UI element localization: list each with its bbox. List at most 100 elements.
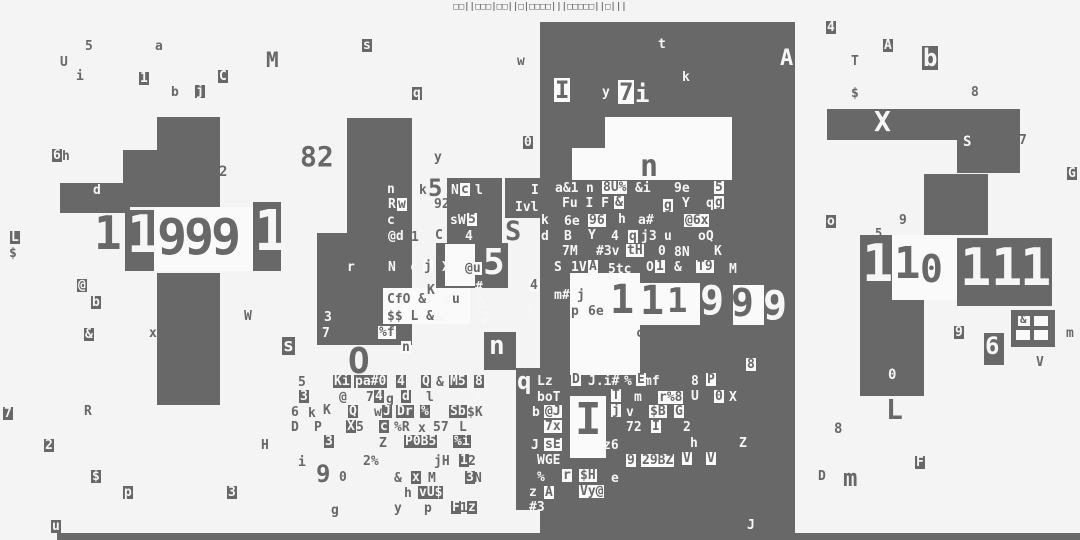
glyph: pa#0 [354,374,388,389]
glyph: x [411,470,421,485]
glyph: O [348,341,370,382]
glyph: i [298,455,306,470]
glyph: Lz [537,374,553,389]
glyph: 7x [544,419,562,434]
glyph: a [155,39,163,54]
glyph: n [387,182,395,197]
glyph: #3v [596,244,620,259]
block [516,368,540,510]
glyph: 1 [1020,238,1052,298]
glyph: N [388,260,396,275]
glyph: L [459,420,467,435]
block [157,117,220,150]
glyph: X [442,260,450,275]
block [1018,316,1030,326]
glyph: tH [626,243,644,258]
block [125,210,154,271]
glyph: 6e [564,214,580,229]
glyph: H [261,438,269,453]
block [157,273,220,405]
glyph: V [706,451,716,466]
block [957,140,1020,173]
glyph: boT [537,390,561,405]
glyph: u [51,519,61,534]
block [1034,316,1048,326]
glyph: sW [450,213,466,228]
glyph: 96 [588,213,606,228]
glyph: 1 [667,281,688,321]
glyph: p [571,304,579,319]
glyph: a# [638,213,654,228]
glyph: WGE [537,453,561,468]
glyph: 1 [894,238,921,289]
glyph: @J [544,404,562,419]
glyph: z [339,230,347,245]
glyph: 82 [300,140,334,173]
glyph: & [614,195,624,210]
glyph: 9 [700,278,725,324]
block [860,300,924,396]
glyph: i [635,80,650,108]
glyph: z6 [603,438,619,453]
glyph: b [922,44,939,72]
glyph: x [149,326,157,341]
glyph: jH [434,454,450,469]
glyph: R [388,197,396,212]
glyph: 0 [658,244,666,259]
block [123,150,220,207]
glyph: @6x [684,213,710,228]
glyph: $ [91,469,101,484]
glyph: 9 [184,208,215,266]
glyph: P [314,420,322,435]
glyph: h [618,212,626,227]
glyph: 1V [571,260,587,275]
glyph: vU$ [418,485,444,500]
glyph: & [1020,313,1027,326]
glyph: Y [588,228,596,243]
glyph: S [554,260,562,275]
glyph: 7 [3,406,13,421]
block [892,235,957,300]
block [484,332,516,370]
glyph: F [451,500,461,515]
glyph: %R [394,420,410,435]
block [924,174,988,235]
glyph: %f [378,325,396,340]
glyph: j [423,259,433,274]
glyph: A [544,485,554,500]
glyph: A [588,259,598,274]
glyph: 0 [339,470,347,485]
glyph: 4 [826,20,836,35]
glyph: 5 [356,420,364,435]
glyph: % [624,374,632,389]
glyph: 1 [960,238,992,298]
glyph: s [362,38,372,53]
glyph: 2% [363,454,379,469]
glyph: % [420,404,430,419]
glyph: n [401,340,411,355]
glyph: 3 [324,434,334,449]
glyph: w [374,405,382,420]
glyph: l [426,390,434,405]
glyph: 1 [350,239,373,283]
glyph: V [682,451,692,466]
glyph: 6 [984,332,1001,360]
glyph: 1 [991,238,1023,298]
glyph: 6e [588,304,604,319]
glyph: U [690,389,700,404]
glyph: W [244,309,252,324]
glyph: 4 [465,229,473,244]
glyph: c [387,213,395,228]
glyph: 57 [433,420,449,435]
glyph: q [412,86,422,101]
glyph: 7 [322,326,330,341]
glyph: 8 [474,374,484,389]
glyph: 4 [396,374,406,389]
glyph: $ [9,246,17,261]
glyph: h [690,436,698,451]
glyph: J [382,404,392,419]
glyph: Ki [333,374,351,389]
glyph: 6 [52,148,62,163]
glyph: 9 [316,460,331,488]
